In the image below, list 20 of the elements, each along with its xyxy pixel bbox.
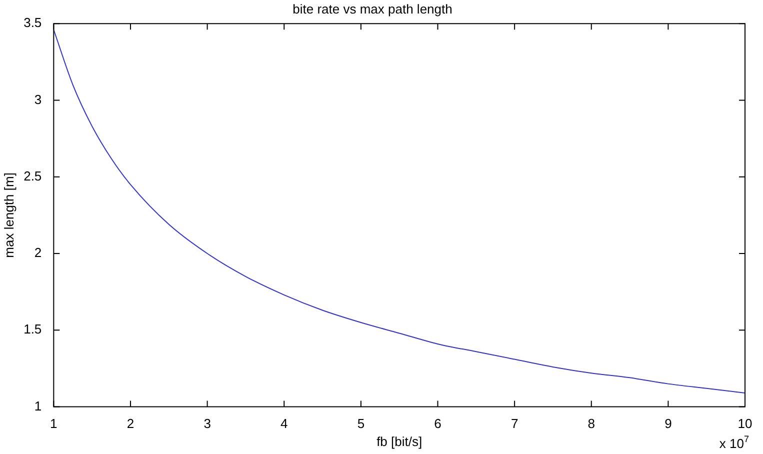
x-tick-label: 10 [738,416,752,432]
x-tick-label: 9 [664,416,672,432]
y-tick-label: 1 [34,398,42,414]
y-tick-label: 3 [34,92,42,107]
x-tick-label: 3 [204,416,211,432]
x-axis-title: fb [bit/s] [376,434,422,449]
x-tick-label: 7 [510,416,518,432]
x-tick-label: 1 [50,416,58,432]
y-tick-label: 2.5 [24,168,42,184]
x-tick-label: 6 [434,416,442,432]
x-tick-label: 5 [357,416,365,432]
x-tick-label: 4 [280,416,288,432]
y-axis-title: max length [m] [1,172,16,258]
x-tick-label: 2 [126,416,134,432]
line-series [54,29,745,394]
chart-title: bite rate vs max path length [292,1,452,16]
x-tick-label: 8 [588,416,595,432]
y-tick-label: 1.5 [24,322,42,337]
y-tick-label: 2 [34,245,42,260]
y-tick-label: 3.5 [24,15,42,30]
